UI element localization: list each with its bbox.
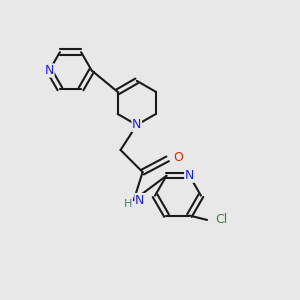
Text: N: N [132, 118, 141, 131]
Text: H: H [124, 200, 132, 209]
Text: O: O [174, 151, 183, 164]
Text: Cl: Cl [215, 213, 228, 226]
Text: N: N [45, 64, 54, 77]
Text: N: N [135, 194, 144, 207]
Text: N: N [185, 169, 194, 182]
